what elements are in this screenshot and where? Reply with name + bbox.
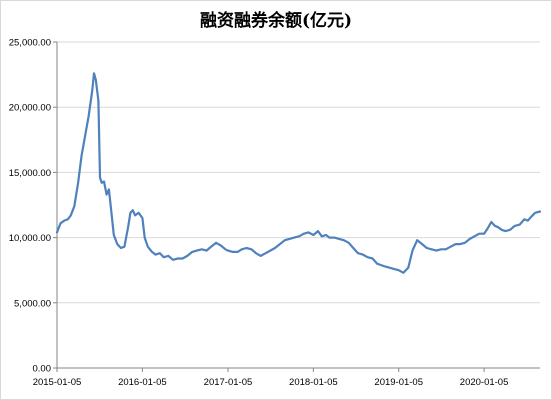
y-tick-label: 25,000.00: [9, 38, 51, 49]
gridlines: [53, 41, 540, 369]
x-tick-label: 2015-01-05: [33, 377, 82, 388]
y-tick-label: 5,000.00: [14, 298, 51, 309]
chart-title: 融资融券余额(亿元): [199, 11, 353, 31]
y-tick-label: 10,000.00: [9, 233, 51, 244]
x-tick-labels: 2015-01-05 2016-01-05 2017-01-05 2018-01-05…: [33, 377, 509, 388]
x-tick-label: 2018-01-05: [289, 377, 338, 388]
x-tick-label: 2017-01-05: [204, 377, 253, 388]
x-tick-label: 2019-01-05: [374, 377, 423, 388]
y-tick-label: 0.00: [33, 364, 52, 375]
axes: [56, 42, 540, 372]
x-tick-label: 2020-01-05: [460, 377, 509, 388]
x-tick-label: 2016-01-05: [118, 377, 167, 388]
plot-area: [55, 72, 542, 274]
y-tick-labels: 0.00 5,000.00 10,000.00 15,000.00 20,000.00 2…: [9, 38, 51, 375]
y-tick-label: 20,000.00: [9, 103, 51, 114]
y-tick-label: 15,000.00: [9, 168, 51, 179]
series-line: [55, 72, 542, 274]
